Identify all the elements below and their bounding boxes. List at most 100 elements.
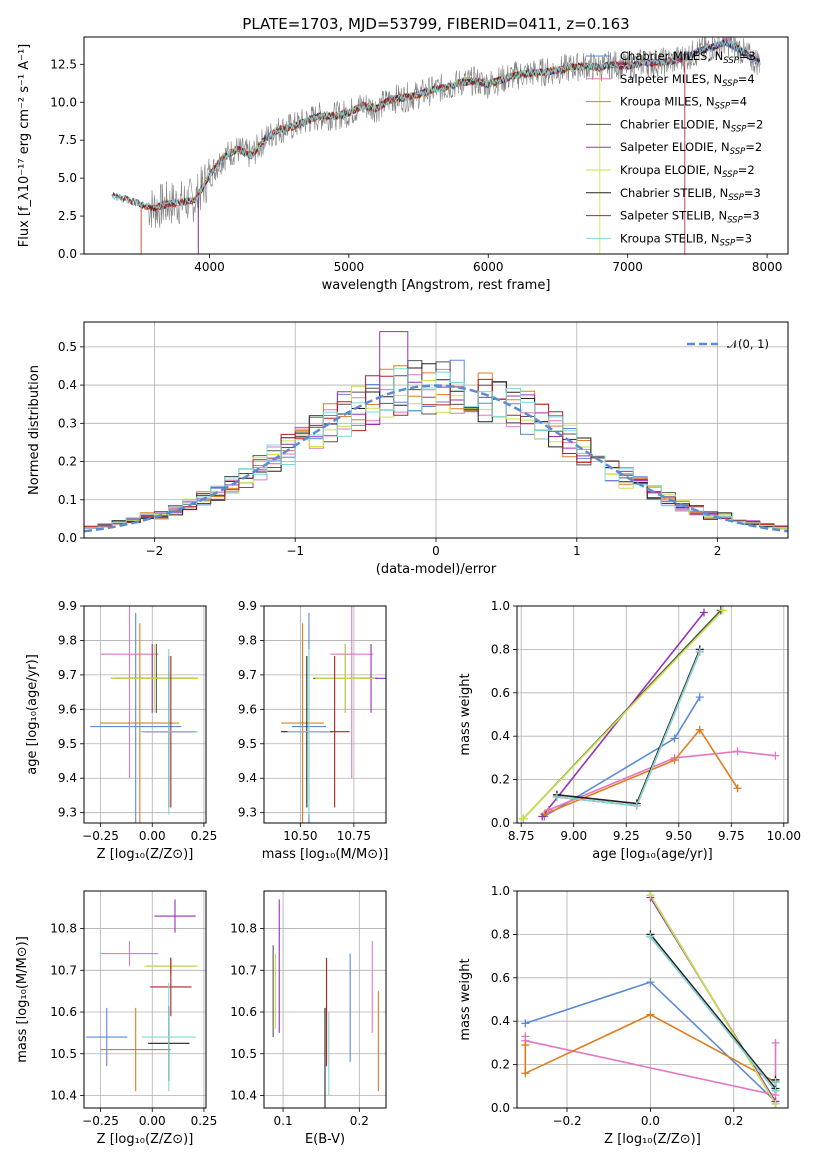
x-tick-label: 0.00 — [139, 829, 166, 843]
legend-value: =3 — [735, 231, 752, 245]
massweight-marker-krou_stelib — [771, 1077, 780, 1086]
y-tick-label: 9.4 — [58, 771, 77, 785]
legend-subscript: SSP — [723, 56, 739, 66]
age_vs_Z-panel: −0.25 0.00 0.25 9.3 9.4 9.5 9.6 9.7 9.8 9.9 Z [log… — [25, 599, 217, 862]
legend-text: Kroupa ELODIE, N — [620, 163, 722, 177]
y-tick-label: 9.7 — [238, 668, 257, 682]
x-tick-label: 9.75 — [718, 829, 745, 843]
legend-subscript: SSP — [720, 238, 736, 248]
x-tick-label: 9.25 — [613, 829, 640, 843]
mass_vs_ebv-plot-area — [272, 899, 379, 1108]
legend-value: =4 — [730, 95, 747, 109]
y-tick-label: 10.7 — [230, 963, 257, 977]
massweight-line-chab_stelib — [649, 933, 777, 1091]
legend-text: Salpeter MILES, N — [620, 72, 722, 86]
y-tick-label: 0.6 — [491, 971, 510, 985]
age_vs_Z-plot-area — [90, 606, 198, 823]
y-tick-label: 7.5 — [58, 133, 77, 147]
legend-entry-salp_miles: Salpeter MILES, NSSP=4 — [620, 72, 755, 89]
x-axis-label: E(B-V) — [305, 1132, 345, 1147]
residuals-panel: −2 −1 0 1 2 0.0 0.1 0.2 0.3 0.4 0.5 (data-model)/er… — [27, 321, 789, 577]
y-tick-label: 10.5 — [230, 1047, 257, 1061]
normal-curve — [84, 384, 788, 533]
y-tick-label: 9.5 — [58, 737, 77, 751]
massweight-line-krou_elodie — [522, 609, 724, 820]
y-tick-label: 9.8 — [238, 633, 257, 647]
massweight-marker-salp_miles — [771, 1038, 780, 1047]
legend-text: Kroupa STELIB, N — [620, 231, 720, 245]
y-tick-label: 0.4 — [58, 378, 77, 392]
legend-text: Kroupa MILES, N — [620, 95, 715, 109]
x-axis-label: wavelength [Angstrom, rest frame] — [322, 278, 551, 293]
x-tick-label: −0.25 — [82, 1114, 119, 1128]
legend-entry-krou_stelib: Kroupa STELIB, NSSP=3 — [620, 231, 752, 248]
massweight_vs_age-panel: 8.75 9.00 9.25 9.50 9.75 10.00 0.0 0.2 0.4 0.6 0.8… — [458, 599, 801, 862]
y-tick-label: 10.4 — [50, 1088, 77, 1102]
y-tick-label: 2.5 — [58, 209, 77, 223]
legend-text: Salpeter ELODIE, N — [620, 140, 730, 154]
x-axis-label: Z [log₁₀(Z/Z⊙)] — [97, 847, 194, 862]
x-axis-label: mass [log₁₀(M/M⊙)] — [262, 847, 389, 862]
x-axis-label: (data-model)/error — [376, 562, 497, 577]
x-tick-label: 0.1 — [274, 1114, 293, 1128]
legend-entry-krou_miles: Kroupa MILES, NSSP=4 — [620, 95, 747, 112]
x-tick-label: 4000 — [194, 260, 225, 274]
legend-entry-chab_miles: Chabrier MILES, NSSP=3 — [620, 49, 756, 66]
y-tick-label: 0.6 — [491, 686, 510, 700]
model-spectrum-salp_stelib — [111, 54, 686, 254]
model-spectrum-krou_stelib — [111, 40, 761, 210]
mass_vs_Z-panel: −0.25 0.00 0.25 10.4 10.5 10.6 10.7 10.8 Z [log₁… — [15, 890, 217, 1147]
y-tick-label: 10.0 — [50, 95, 77, 109]
y-axis-label: mass weight — [458, 958, 473, 1040]
massweight-marker-salp_miles — [544, 805, 553, 814]
massweight-marker-chab_miles — [670, 734, 679, 743]
y-tick-label: 0.2 — [491, 773, 510, 787]
massweight-line-krou_elodie — [649, 894, 777, 1105]
massweight-marker-salp_miles — [733, 747, 742, 756]
x-axis-label: Z [log₁₀(Z/Z⊙)] — [97, 1132, 194, 1147]
y-tick-label: 0.2 — [58, 455, 77, 469]
legend-value: =3 — [744, 186, 761, 200]
y-tick-label: 0.2 — [491, 1058, 510, 1072]
x-tick-label: 0.0 — [641, 1114, 660, 1128]
massweight-marker-krou_elodie — [718, 606, 727, 615]
massweight-line-krou_miles — [543, 728, 739, 816]
legend-entry-salp_elodie: Salpeter ELODIE, NSSP=2 — [620, 140, 762, 157]
massweight-marker-krou_miles — [670, 756, 679, 765]
massweight-marker-krou_elodie — [646, 891, 655, 900]
y-tick-label: 0.3 — [58, 416, 77, 430]
y-tick-label: 9.9 — [238, 599, 257, 613]
legend-value: =3 — [739, 49, 756, 63]
spectrum-plot-area — [111, 37, 761, 254]
y-tick-label: 0.5 — [58, 340, 77, 354]
legend-entry-chab_elodie: Chabrier ELODIE, NSSP=2 — [620, 117, 763, 134]
x-tick-label: 0.2 — [724, 1114, 743, 1128]
y-tick-label: 10.4 — [230, 1088, 257, 1102]
legend-value: =2 — [738, 163, 755, 177]
legend-entry-krou_elodie: Kroupa ELODIE, NSSP=2 — [620, 163, 755, 180]
massweight-line-krou_stelib — [649, 936, 777, 1093]
massweight-marker-krou_stelib — [646, 932, 655, 941]
legend-subscript: SSP — [722, 170, 738, 180]
y-tick-label: 10.6 — [230, 1005, 257, 1019]
x-tick-label: 8000 — [752, 260, 783, 274]
age_vs_mass-panel: 10.50 10.75 9.3 9.4 9.5 9.6 9.7 9.8 9.9 mass [log… — [238, 599, 389, 862]
figure-title: PLATE=1703, MJD=53799, FIBERID=0411, z=0… — [242, 15, 629, 33]
x-tick-label: 1 — [573, 544, 581, 558]
chart-layer: 4000 5000 6000 7000 80000.02.55.07.510.012.5… — [15, 36, 801, 1147]
y-axis-label: mass [log₁₀(M/M⊙)] — [15, 936, 30, 1063]
spectrum-panel: 4000 5000 6000 7000 8000 0.0 2.5 5.0 7.5 10.0 12.5… — [17, 36, 789, 293]
y-axis-label: Normed distribution — [27, 365, 42, 495]
y-tick-label: 0.8 — [491, 927, 510, 941]
y-axis-label: mass weight — [458, 673, 473, 755]
y-tick-label: 0.0 — [58, 531, 77, 545]
y-tick-label: 10.5 — [50, 1047, 77, 1061]
x-tick-label: 0.00 — [139, 1114, 166, 1128]
massweight-marker-chab_miles — [695, 693, 704, 702]
massweight-marker-krou_miles — [646, 1010, 655, 1019]
y-axis-label: age [log₁₀(age/yr)] — [25, 654, 40, 775]
legend-entry-salp_stelib: Salpeter STELIB, NSSP=3 — [620, 209, 760, 226]
massweight_vs_Z-panel: −0.2 0.0 0.2 0.0 0.2 0.4 0.6 0.8 1.0 Z [log₁₀(Z/Z… — [458, 884, 789, 1147]
